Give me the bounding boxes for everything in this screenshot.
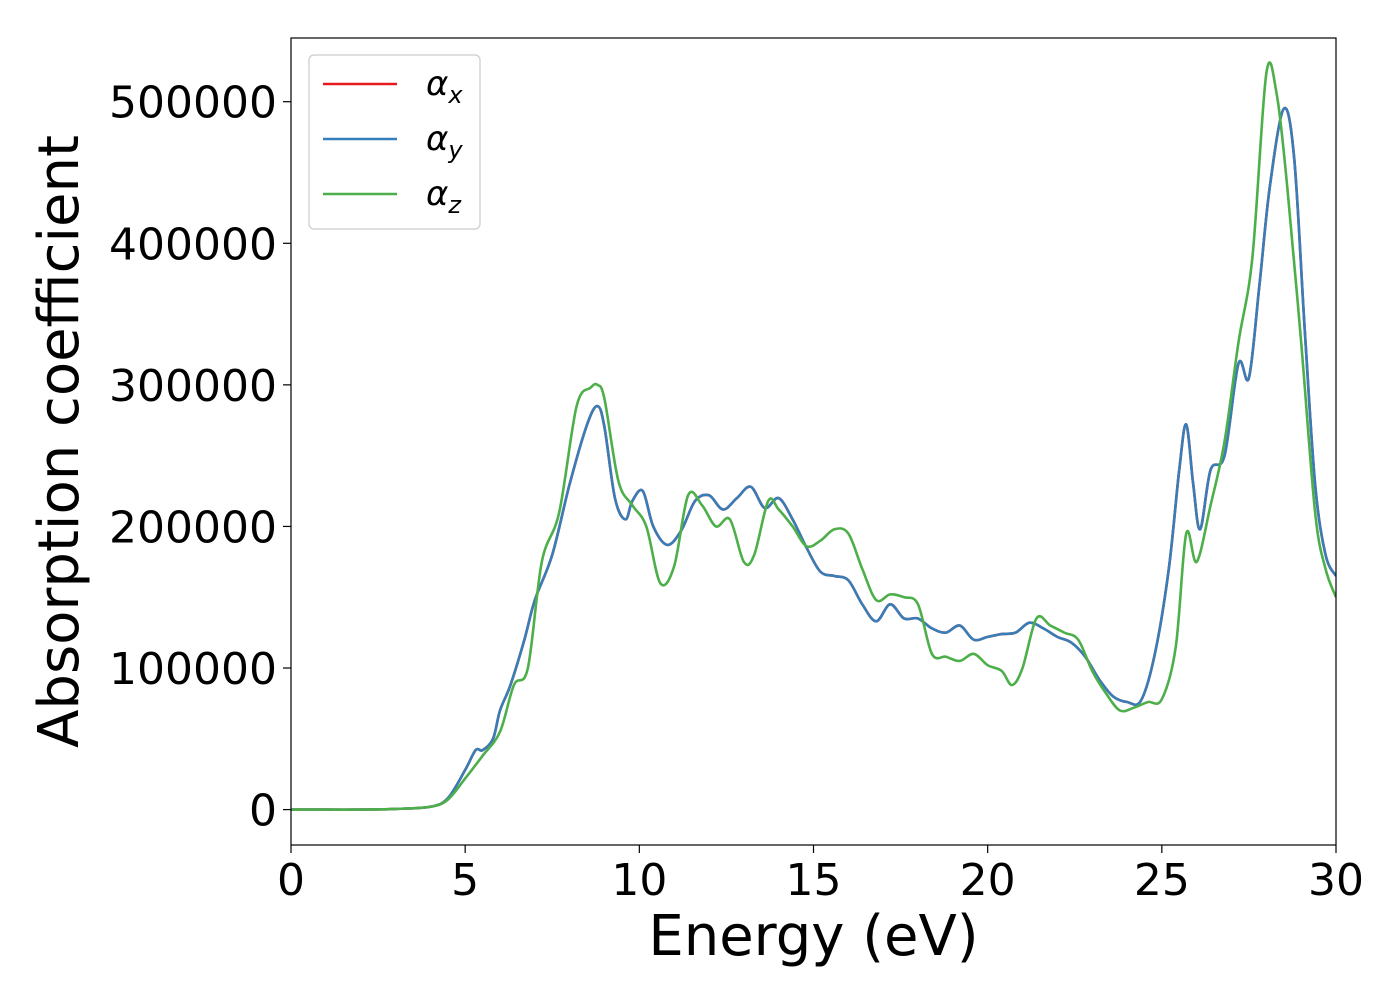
legend-box: [308, 54, 481, 230]
x-tick-label: 20: [960, 855, 1016, 906]
legend-subscript: z: [447, 191, 462, 219]
y-tick-label: 400000: [109, 219, 277, 270]
legend-subscript: y: [447, 136, 463, 164]
x-tick-label: 15: [786, 855, 842, 906]
series-layer: [291, 61, 1336, 811]
x-tick-label: 30: [1308, 855, 1364, 906]
x-tick-label: 25: [1134, 855, 1190, 906]
series-line-z: [291, 61, 1336, 811]
y-axis-label: Absorption coefficient: [27, 135, 92, 748]
y-tick-label: 100000: [109, 644, 277, 695]
legend-symbol: α: [426, 119, 448, 159]
x-tick-label: 0: [277, 855, 305, 906]
y-axis-ticks: 0 100000 200000 300000 400000 500000: [109, 78, 291, 837]
series-line-y: [291, 106, 1336, 811]
y-tick-label: 300000: [109, 361, 277, 412]
x-axis-ticks: 0 5 10 15 20 25 30: [277, 845, 1364, 906]
x-axis-label: Energy (eV): [648, 904, 978, 969]
legend-label-x: αx: [426, 64, 463, 109]
x-tick-label: 5: [451, 855, 479, 906]
legend-label-z: αz: [426, 174, 462, 219]
legend-symbol: α: [426, 174, 448, 214]
y-tick-label: 0: [249, 786, 277, 837]
legend-symbol: α: [426, 64, 448, 104]
legend-label-y: αy: [426, 119, 463, 164]
y-tick-label: 200000: [109, 502, 277, 553]
x-tick-label: 10: [611, 855, 667, 906]
y-tick-label: 500000: [109, 78, 277, 129]
legend-subscript: x: [447, 81, 463, 109]
